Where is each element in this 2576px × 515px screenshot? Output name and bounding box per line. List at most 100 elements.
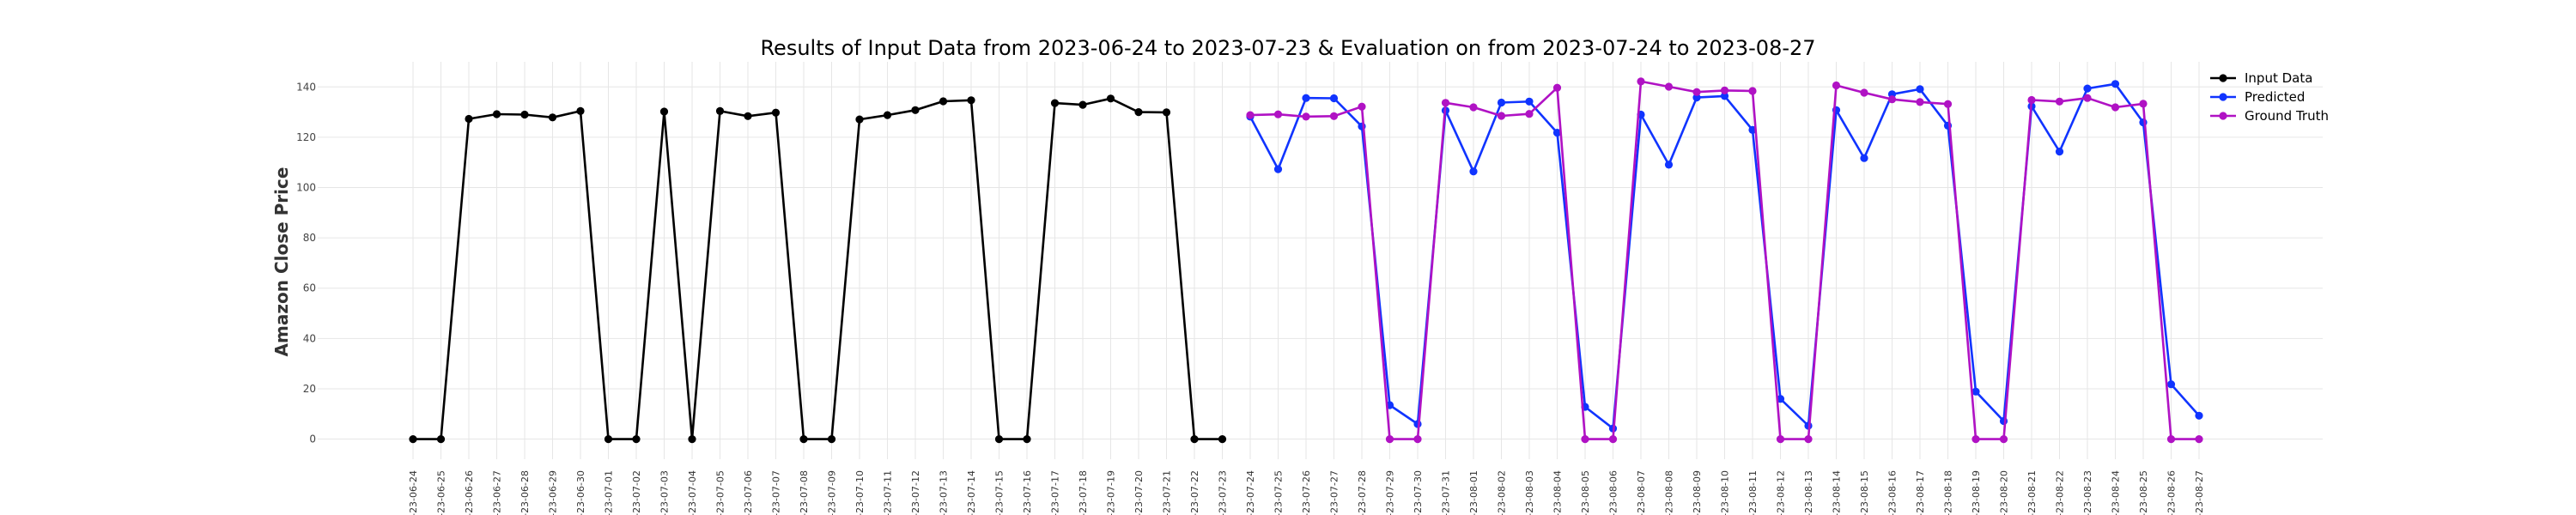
data-point-input-data [632,435,641,444]
data-point-input-data [1078,100,1087,109]
data-point-ground-truth [1887,95,1897,104]
legend-label-input-data: Input Data [2245,70,2312,86]
x-tick-label: -23-07-16 [1022,470,1033,515]
x-tick-label: -23-07-12 [910,470,921,515]
x-tick-label: -23-08-23 [2082,470,2093,515]
x-tick-label: -23-08-18 [1943,470,1954,515]
series-group [409,77,2203,444]
data-point-ground-truth [1246,111,1255,119]
data-point-ground-truth [1637,77,1645,86]
x-tick-label: -23-07-20 [1133,470,1145,515]
data-point-predicted [1860,154,1868,162]
x-tick-label: -23-07-09 [827,470,838,515]
x-tick-label: -23-07-19 [1106,470,1117,515]
data-point-input-data [659,107,669,116]
data-point-input-data [1218,435,1227,444]
data-point-input-data [715,106,725,115]
x-tick-label: -23-07-28 [1357,470,1368,515]
x-tick-label: -23-06-26 [464,470,475,515]
data-point-ground-truth [1273,110,1283,118]
data-point-ground-truth [1776,435,1785,444]
data-point-input-data [799,435,808,444]
x-tick-label: -23-08-03 [1524,470,1535,515]
data-point-input-data [1050,99,1060,107]
series-predicted [1246,80,2203,433]
data-point-input-data [855,115,864,124]
x-tick-label: -23-07-18 [1078,470,1089,515]
x-tick-label: -23-08-10 [1720,470,1731,515]
x-tick-label: -23-08-02 [1497,470,1508,515]
x-axis-ticks: -23-06-24 -23-06-25 -23-06-26 -23-06-27 -23-… [408,470,2205,515]
legend-item-predicted: Predicted [2210,89,2305,105]
data-point-ground-truth [1413,435,1422,444]
y-axis-label: Amazon Close Price [271,167,292,357]
series-ground-truth [1246,77,2203,444]
x-tick-label: -23-07-24 [1245,470,1256,515]
y-tick-label: 100 [296,182,316,194]
data-point-predicted [1692,94,1701,102]
data-point-predicted [1273,165,1283,173]
x-tick-label: -23-08-05 [1580,470,1591,515]
data-point-predicted [1720,92,1729,100]
x-tick-label: -23-08-16 [1887,470,1899,515]
x-tick-label: -23-07-14 [966,470,977,515]
x-tick-label: -23-07-11 [883,470,894,515]
y-axis-ticks: 0 20 40 60 80 100 120 140 [296,81,316,445]
data-point-ground-truth [1943,100,1953,108]
x-tick-label: -23-08-12 [1776,470,1787,515]
x-tick-label: -23-08-13 [1803,470,1814,515]
x-tick-label: -23-07-06 [743,470,754,515]
data-point-predicted [1469,167,1478,176]
data-point-ground-truth [1552,83,1562,92]
x-tick-label: -23-08-20 [1999,470,2010,515]
data-point-input-data [827,435,836,444]
legend-marker-input-data [2219,74,2227,82]
legend-label-ground-truth: Ground Truth [2245,108,2329,124]
x-tick-label: -23-08-04 [1552,470,1564,515]
x-tick-label: -23-07-29 [1385,470,1396,515]
y-tick-label: 0 [309,433,316,445]
data-point-ground-truth [1748,87,1757,95]
data-point-ground-truth [1804,435,1813,444]
data-point-predicted [1664,161,1674,169]
x-tick-label: -23-07-21 [1162,470,1173,515]
legend-marker-predicted [2219,93,2227,101]
data-point-predicted [2083,84,2092,93]
x-tick-label: -23-08-14 [1832,470,1843,515]
series-input-data [409,94,1227,444]
data-point-ground-truth [1664,82,1674,91]
x-tick-label: -23-07-10 [854,470,866,515]
x-tick-label: -23-08-01 [1468,470,1479,515]
legend-label-predicted: Predicted [2245,89,2305,105]
legend-marker-ground-truth [2219,112,2227,120]
data-point-input-data [1134,108,1143,117]
x-tick-label: -23-07-02 [631,470,642,515]
data-point-ground-truth [1608,435,1618,444]
data-point-ground-truth [1329,112,1339,120]
x-tick-label: -23-06-24 [408,470,419,515]
data-point-input-data [771,108,781,117]
data-point-ground-truth [2027,95,2036,105]
series-line-input-data [413,97,1223,440]
data-point-predicted [1525,97,1534,106]
data-point-ground-truth [1720,86,1729,94]
x-tick-label: -23-07-23 [1218,470,1229,515]
data-point-ground-truth [2166,435,2176,444]
data-point-input-data [409,435,417,444]
x-tick-label: -23-07-22 [1189,470,1200,515]
x-tick-label: -23-07-30 [1413,470,1424,515]
data-point-input-data [465,114,473,124]
data-point-input-data [744,112,752,120]
x-tick-label: -23-07-04 [687,470,698,515]
x-tick-label: -23-08-21 [2026,470,2038,515]
y-tick-label: 140 [296,81,316,93]
data-point-ground-truth [2055,97,2064,106]
data-point-ground-truth [2111,103,2120,112]
data-point-predicted [2055,148,2064,156]
data-point-input-data [1106,94,1115,103]
x-tick-label: -23-08-06 [1608,470,1619,515]
x-tick-label: -23-06-28 [519,470,531,515]
data-point-input-data [967,96,975,105]
data-point-ground-truth [1525,110,1534,118]
